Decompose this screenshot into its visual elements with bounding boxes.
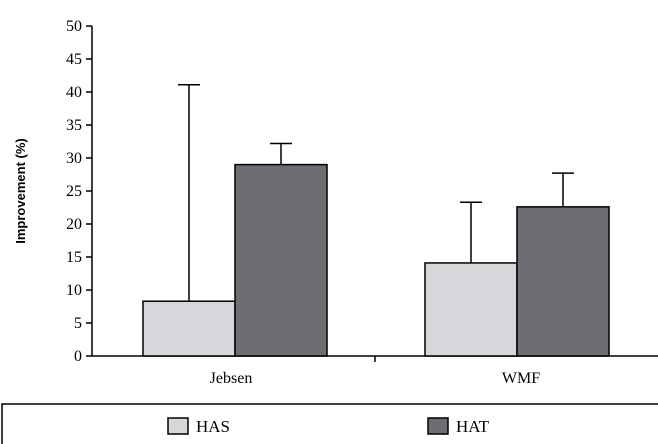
error-bars	[178, 83, 574, 302]
legend-box	[1, 403, 658, 444]
y-tick-label: 0	[74, 348, 82, 365]
y-tick-label: 45	[66, 51, 82, 68]
y-tick-label: 50	[66, 18, 82, 35]
y-tick-label: 10	[66, 282, 82, 299]
legend-swatch-hat	[427, 417, 449, 435]
legend-label-has: HAS	[196, 417, 230, 436]
y-tick-label: 25	[66, 183, 82, 200]
y-tick-label: 20	[66, 216, 82, 233]
y-tick-label: 35	[66, 117, 82, 134]
y-tick-label: 15	[66, 249, 82, 266]
bars	[142, 163, 610, 357]
legend-swatch-has	[167, 417, 189, 435]
bar-has-jebsen	[142, 300, 236, 357]
y-tick-label: 40	[66, 84, 82, 101]
bar-hat-jebsen	[234, 163, 328, 357]
x-tick-label-jebsen: Jebsen	[210, 370, 253, 387]
y-tick-label: 30	[66, 150, 82, 167]
y-axis-label: Improvement (%)	[13, 138, 28, 243]
y-tick-label: 5	[74, 315, 82, 332]
x-tick-label-wmf: WMF	[502, 370, 540, 387]
legend: HAS HAT	[1, 403, 658, 444]
bar-hat-wmf	[516, 206, 610, 357]
legend-label-hat: HAT	[456, 417, 490, 436]
bar-has-wmf	[424, 262, 518, 357]
